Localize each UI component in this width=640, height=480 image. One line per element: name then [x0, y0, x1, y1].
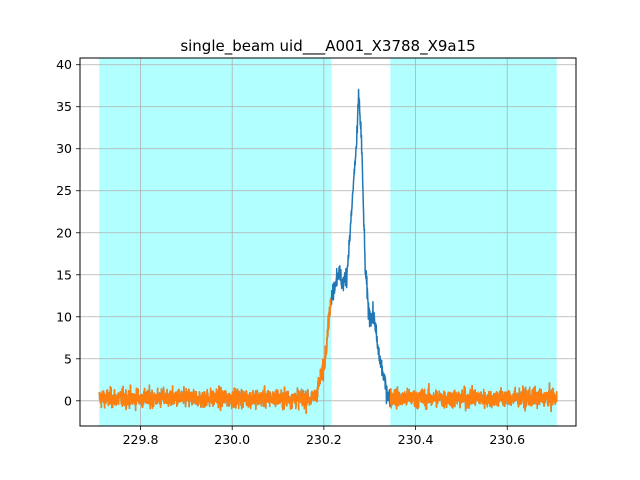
- y-tick-label-3: 15: [56, 267, 72, 282]
- y-tick-label-0: 0: [64, 393, 72, 408]
- y-tick-label-1: 5: [64, 351, 72, 366]
- shaded-regions: [99, 58, 557, 426]
- y-tick-label-2: 10: [56, 309, 72, 324]
- plot-frame: [79, 57, 577, 427]
- axis-ticks: 229.8 230.0 230.2 230.4 230.6 0 5 10 15 20 25 30 35 4…: [56, 57, 525, 447]
- x-tick-label-2: 230.2: [306, 432, 342, 447]
- y-tick-label-7: 35: [56, 99, 72, 114]
- y-tick-label-6: 30: [56, 141, 72, 156]
- series-baseline-line: [98, 298, 558, 415]
- x-tick-label-0: 229.8: [123, 432, 159, 447]
- y-tick-label-5: 25: [56, 183, 72, 198]
- shaded-range-1: [99, 58, 332, 426]
- shaded-range-2: [390, 58, 493, 426]
- y-tick-label-4: 20: [56, 225, 72, 240]
- x-tick-label-1: 230.0: [214, 432, 250, 447]
- x-tick-label-4: 230.6: [489, 432, 525, 447]
- chart-title: single_beam uid___A001_X3788_X9a15: [180, 37, 475, 56]
- series-layer: [98, 88, 558, 415]
- x-tick-label-3: 230.4: [398, 432, 434, 447]
- y-tick-label-8: 40: [56, 57, 72, 72]
- shaded-range-3: [492, 58, 557, 426]
- gridlines: [80, 58, 576, 426]
